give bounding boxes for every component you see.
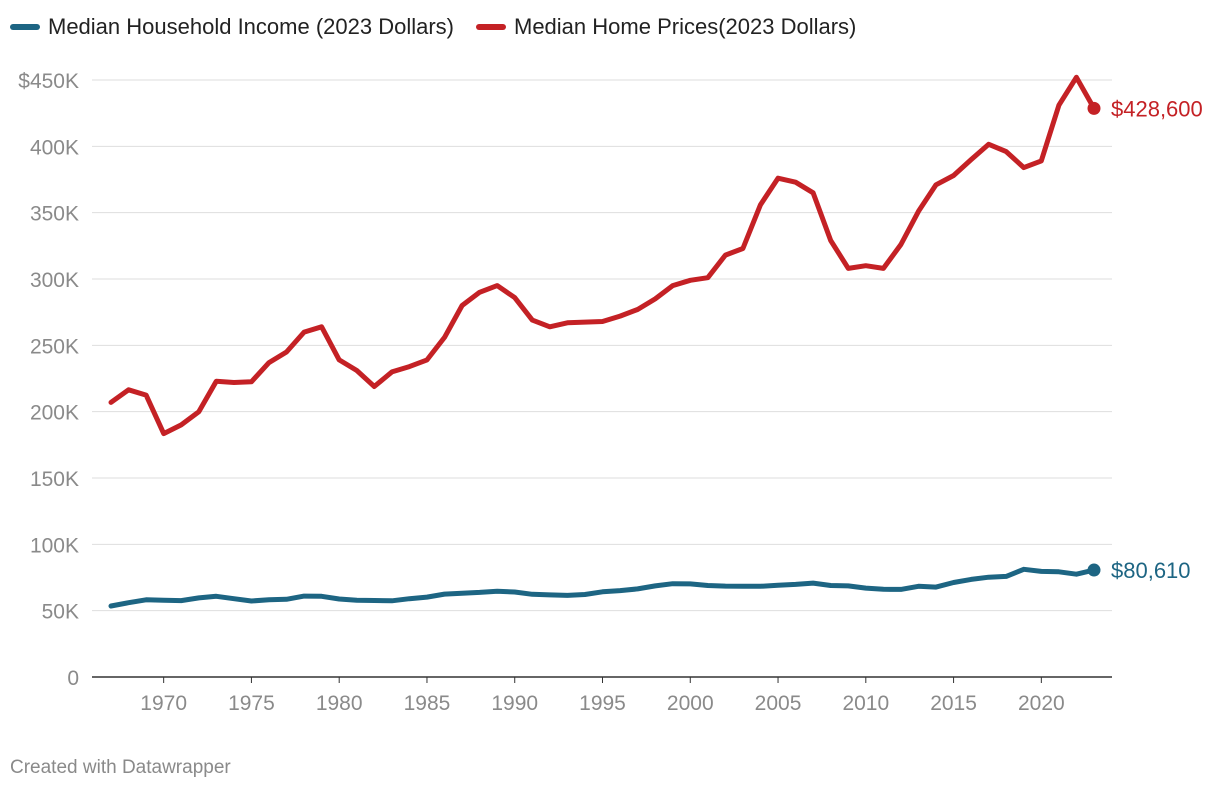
y-tick-label-0: 0 — [67, 667, 79, 690]
y-tick-label-200000: 200K — [30, 402, 79, 425]
legend-label-income: Median Household Income (2023 Dollars) — [48, 14, 454, 39]
x-tick-label-1980: 1980 — [316, 692, 363, 715]
chart-legend: Median Household Income (2023 Dollars) M… — [10, 14, 856, 40]
legend-swatch-home-prices — [476, 24, 506, 30]
x-tick-label-1990: 1990 — [491, 692, 538, 715]
legend-label-home-prices: Median Home Prices(2023 Dollars) — [514, 14, 857, 39]
y-tick-label-450000: $450K — [18, 70, 79, 93]
series-line-home-prices — [108, 74, 1097, 437]
y-tick-label-50000: 50K — [42, 601, 79, 624]
legend-item-income: Median Household Income (2023 Dollars) — [10, 14, 454, 40]
end-point-income — [1087, 563, 1101, 577]
y-tick-label-100000: 100K — [30, 534, 79, 557]
legend-swatch-income — [10, 24, 40, 30]
y-tick-label-300000: 300K — [30, 269, 79, 292]
x-tick-label-1995: 1995 — [579, 692, 626, 715]
end-label-income: $80,610 — [1111, 558, 1191, 583]
end-labels: $80,610 $428,600 — [1111, 96, 1203, 583]
legend-item-home-prices: Median Home Prices(2023 Dollars) — [476, 14, 856, 40]
x-tick-label-2020: 2020 — [1018, 692, 1065, 715]
x-tick-label-2010: 2010 — [842, 692, 889, 715]
y-tick-label-150000: 150K — [30, 468, 79, 491]
series-lines — [108, 74, 1101, 609]
x-axis: 1970 1975 1980 1985 1990 1995 2000 2005 2010 2015… — [92, 676, 1112, 715]
x-tick-label-1975: 1975 — [228, 692, 275, 715]
x-tick-label-2005: 2005 — [755, 692, 802, 715]
credit-text: Created with Datawrapper — [10, 757, 231, 778]
x-tick-label-1970: 1970 — [140, 692, 187, 715]
y-tick-label-400000: 400K — [30, 136, 79, 159]
x-tick-label-2000: 2000 — [667, 692, 714, 715]
x-tick-label-1985: 1985 — [404, 692, 451, 715]
end-point-home-prices — [1087, 101, 1101, 115]
y-axis-tick-labels: 0 50K 100K 150K 200K 250K 300K 350K 400K $450K — [18, 70, 79, 690]
grid-lines — [92, 79, 1112, 612]
y-tick-label-250000: 250K — [30, 335, 79, 358]
series-line-income — [108, 566, 1097, 609]
y-tick-label-350000: 350K — [30, 203, 79, 226]
x-tick-label-2015: 2015 — [930, 692, 977, 715]
end-label-home-prices: $428,600 — [1111, 96, 1203, 121]
